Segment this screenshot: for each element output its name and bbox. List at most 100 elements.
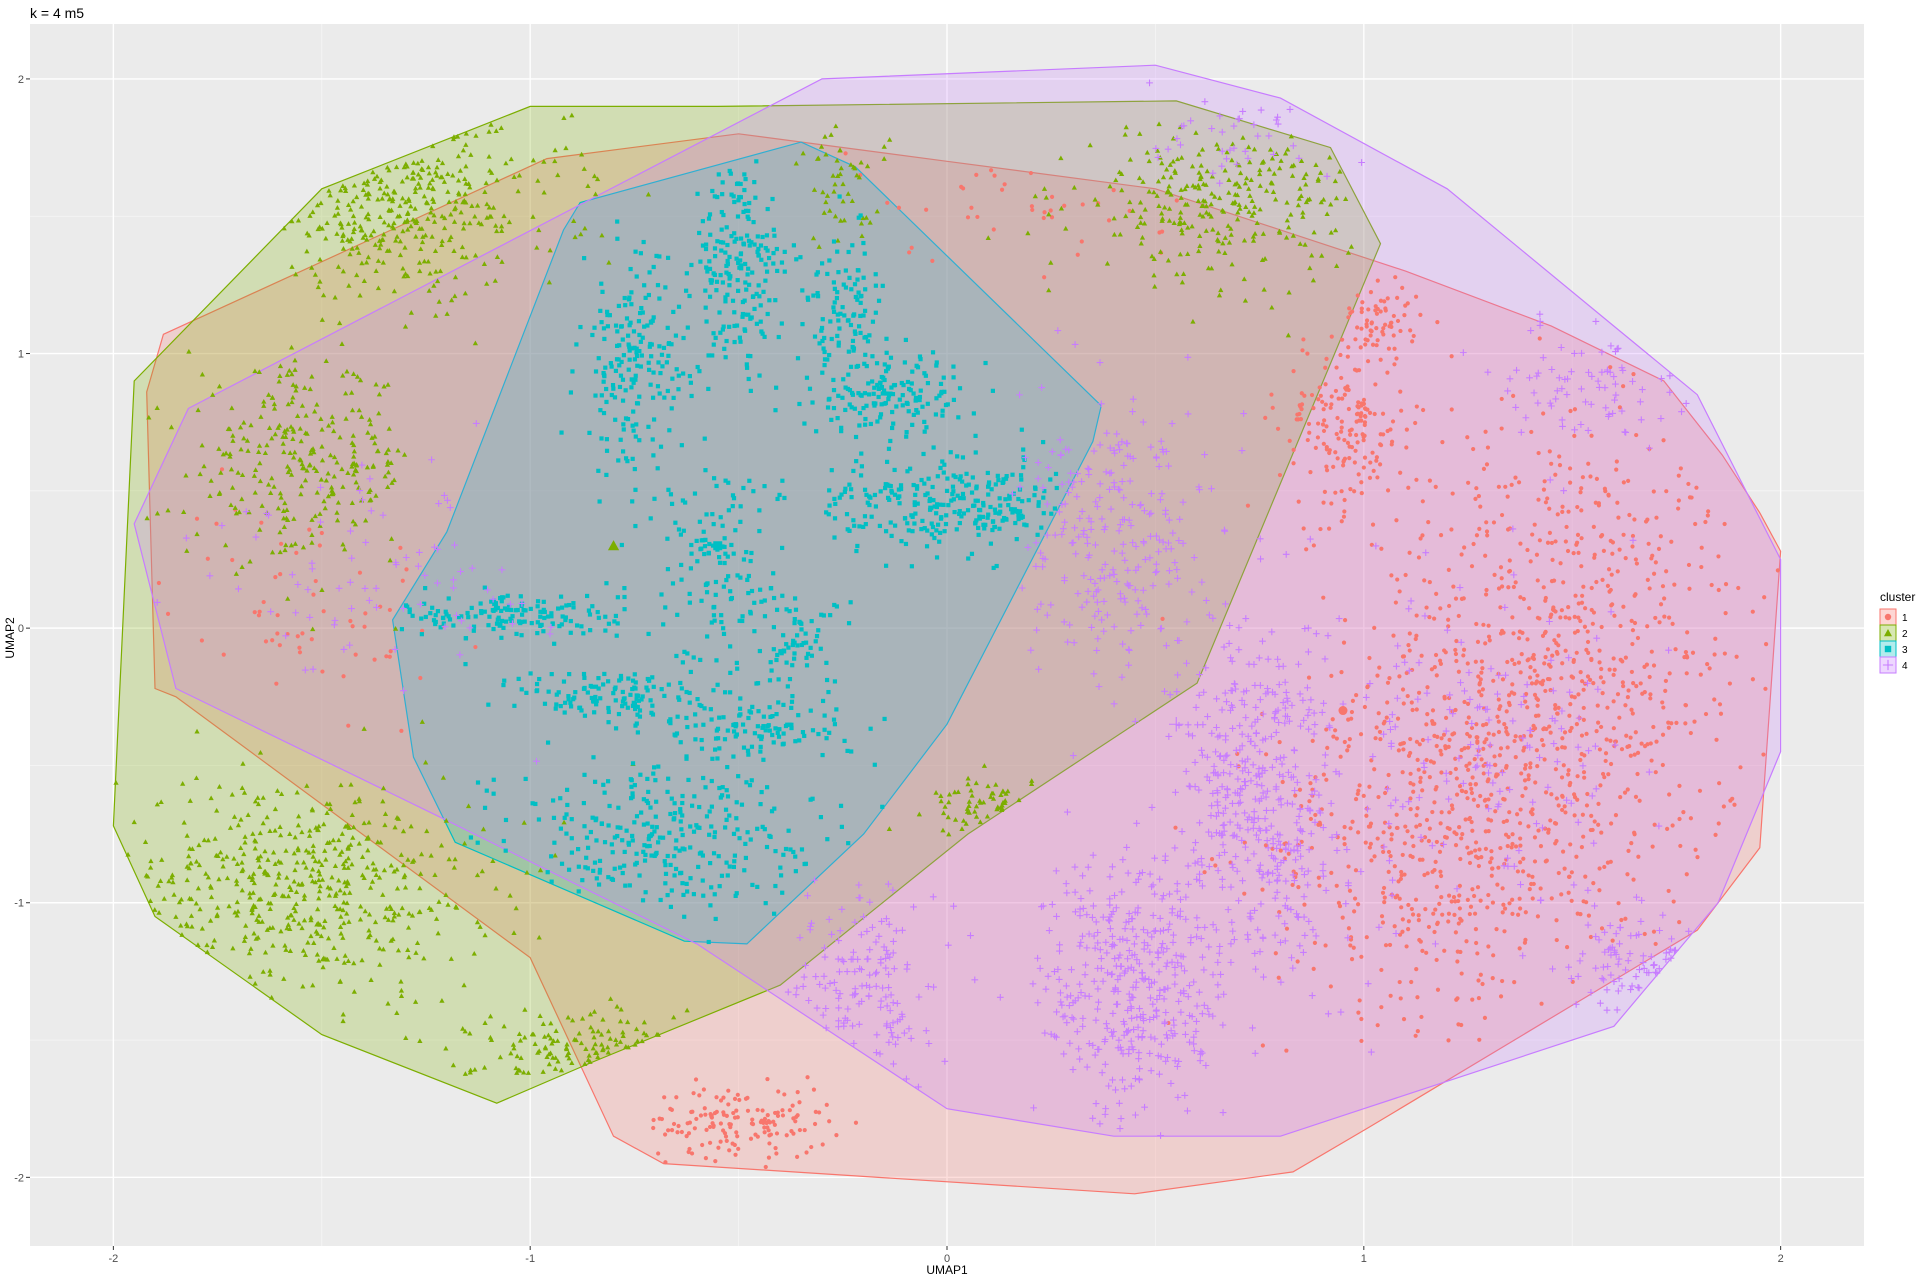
point-cluster-3 <box>558 703 563 709</box>
point-cluster-2 <box>545 1032 552 1038</box>
point-cluster-2 <box>655 1032 661 1037</box>
point-cluster-3 <box>632 357 638 362</box>
point-cluster-1 <box>1321 407 1326 412</box>
point-cluster-1 <box>1486 731 1491 736</box>
point-cluster-2 <box>365 178 371 184</box>
point-cluster-1 <box>1484 462 1490 467</box>
point-cluster-2 <box>327 192 333 198</box>
point-cluster-3 <box>964 483 969 488</box>
point-cluster-3 <box>571 605 576 610</box>
point-cluster-2 <box>332 212 338 218</box>
point-cluster-2 <box>395 213 401 219</box>
point-cluster-3 <box>710 188 715 194</box>
point-cluster-1 <box>1392 346 1397 351</box>
point-cluster-3 <box>912 500 917 505</box>
point-cluster-1 <box>1706 509 1711 514</box>
point-cluster-3 <box>862 487 868 492</box>
point-cluster-2 <box>886 826 892 832</box>
point-cluster-2 <box>350 198 356 204</box>
point-cluster-1 <box>1393 895 1398 900</box>
point-cluster-2 <box>1289 173 1296 178</box>
point-cluster-2 <box>1204 168 1210 174</box>
point-cluster-1 <box>1469 786 1474 792</box>
point-cluster-2 <box>385 381 391 387</box>
point-cluster-3 <box>787 722 792 727</box>
point-cluster-1 <box>1601 548 1606 553</box>
point-cluster-2 <box>1259 257 1266 262</box>
point-cluster-3 <box>603 628 608 633</box>
point-cluster-1 <box>1376 794 1381 800</box>
point-cluster-3 <box>564 831 569 836</box>
point-cluster-2 <box>148 864 154 870</box>
point-cluster-1 <box>1375 836 1380 841</box>
point-cluster-1 <box>1638 681 1643 686</box>
point-cluster-1 <box>1348 826 1353 831</box>
point-cluster-3 <box>635 693 641 698</box>
point-cluster-2 <box>378 177 384 183</box>
point-cluster-2 <box>315 284 321 290</box>
point-cluster-3 <box>743 208 749 213</box>
point-cluster-1 <box>1407 648 1412 653</box>
point-cluster-1 <box>1598 675 1604 680</box>
point-cluster-3 <box>596 676 601 681</box>
point-cluster-2 <box>283 947 289 952</box>
point-cluster-1 <box>1382 900 1387 905</box>
point-cluster-2 <box>372 440 378 446</box>
point-cluster-2 <box>390 936 396 942</box>
point-cluster-1 <box>1424 757 1429 763</box>
point-cluster-3 <box>872 762 877 767</box>
point-cluster-2 <box>1196 170 1202 175</box>
point-cluster-2 <box>359 260 365 266</box>
point-cluster-1 <box>1456 1022 1461 1027</box>
point-cluster-3 <box>719 227 724 232</box>
point-cluster-1 <box>1513 580 1518 585</box>
point-cluster-3 <box>819 328 824 333</box>
point-cluster-3 <box>636 698 641 703</box>
point-cluster-2 <box>377 214 383 220</box>
point-cluster-1 <box>1513 475 1518 480</box>
point-cluster-1 <box>1520 793 1525 799</box>
point-cluster-1 <box>1667 671 1672 676</box>
point-cluster-1 <box>1350 819 1355 824</box>
point-cluster-2 <box>1058 205 1065 211</box>
point-cluster-1 <box>1367 475 1373 480</box>
point-cluster-2 <box>327 806 334 812</box>
point-cluster-3 <box>724 225 729 230</box>
point-cluster-2 <box>287 884 293 889</box>
point-cluster-2 <box>335 198 341 203</box>
point-cluster-1 <box>1624 733 1629 738</box>
point-cluster-3 <box>825 357 830 362</box>
point-cluster-2 <box>1333 195 1340 201</box>
point-cluster-1 <box>1512 980 1517 985</box>
point-cluster-2 <box>431 212 437 218</box>
point-cluster-3 <box>732 323 737 329</box>
point-cluster-2 <box>1195 198 1201 204</box>
point-cluster-2 <box>1138 220 1144 225</box>
point-cluster-2 <box>1228 232 1234 237</box>
point-cluster-1 <box>1305 351 1310 356</box>
point-cluster-3 <box>890 425 895 431</box>
point-cluster-1 <box>1629 669 1634 675</box>
point-cluster-1 <box>1464 939 1469 944</box>
point-cluster-3 <box>785 684 790 689</box>
point-cluster-3 <box>605 312 610 318</box>
point-cluster-1 <box>1275 426 1281 431</box>
point-cluster-2 <box>320 292 327 298</box>
point-cluster-2 <box>381 383 387 389</box>
point-cluster-2 <box>323 856 329 862</box>
point-cluster-1 <box>1450 491 1455 496</box>
point-cluster-2 <box>277 490 284 496</box>
point-cluster-1 <box>1483 846 1489 851</box>
point-cluster-2 <box>835 173 841 179</box>
point-cluster-2 <box>1249 198 1255 203</box>
point-cluster-1 <box>1705 513 1710 518</box>
point-cluster-2 <box>1156 203 1162 208</box>
point-cluster-3 <box>738 251 744 256</box>
point-cluster-3 <box>566 697 571 702</box>
point-cluster-3 <box>419 632 424 637</box>
point-cluster-3 <box>419 616 424 621</box>
point-cluster-3 <box>620 699 626 704</box>
point-cluster-2 <box>287 831 293 836</box>
point-cluster-3 <box>731 831 737 836</box>
point-cluster-1 <box>1359 1016 1364 1022</box>
